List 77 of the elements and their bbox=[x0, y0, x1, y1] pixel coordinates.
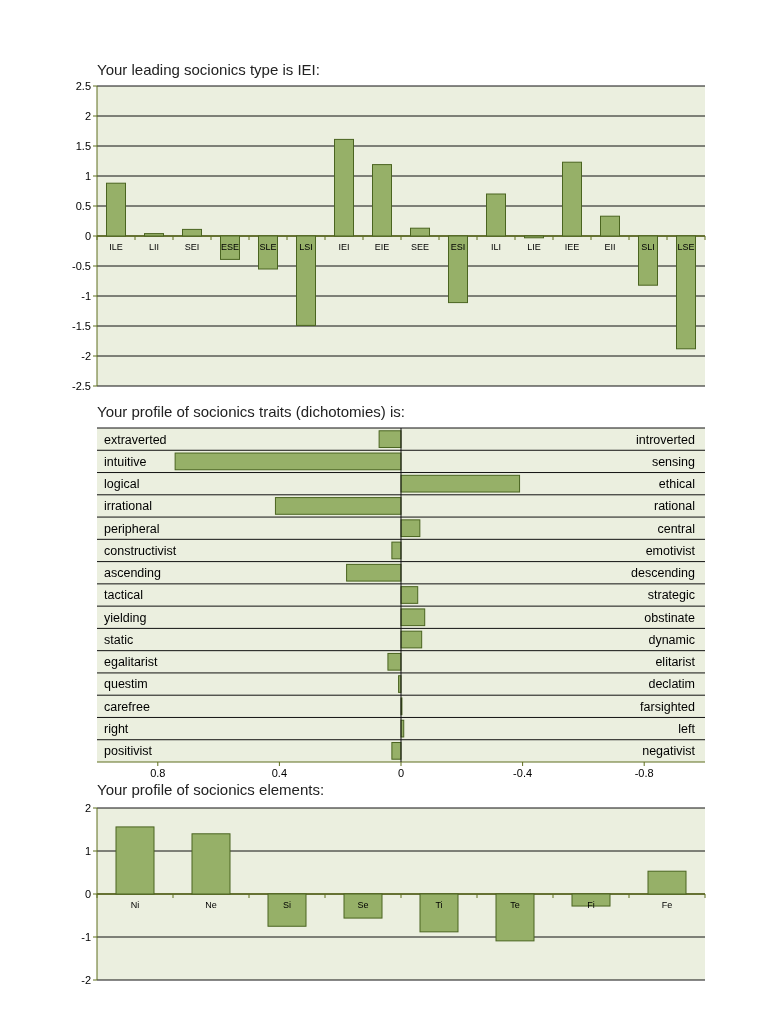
y2-tick-label: elitarist bbox=[655, 655, 696, 670]
y-tick-label: positivist bbox=[104, 744, 153, 759]
y-tick-label: ascending bbox=[104, 566, 162, 581]
x-tick-label: Ni bbox=[130, 900, 140, 910]
y-tick-label: static bbox=[104, 632, 134, 647]
y-tick-label: peripheral bbox=[104, 521, 160, 536]
y-tick-label: -2 bbox=[81, 349, 91, 362]
y2-tick-label: emotivist bbox=[645, 543, 696, 558]
y-tick-label: egalitarist bbox=[104, 655, 159, 670]
y-tick-label: -2.5 bbox=[72, 379, 91, 392]
x-tick-label: Fe bbox=[661, 900, 673, 910]
y2-tick-label: declatim bbox=[648, 677, 695, 692]
y-tick-label: yielding bbox=[104, 610, 147, 625]
chart-title: Your profile of socionics elements: bbox=[97, 781, 325, 798]
y-tick-label: tactical bbox=[104, 588, 143, 603]
x-tick-label: SLI bbox=[641, 242, 655, 252]
x-tick-label: Ne bbox=[205, 900, 217, 910]
y-tick-label: 0 bbox=[84, 229, 91, 242]
y-tick-label: 0.5 bbox=[75, 199, 91, 212]
y-tick-label: -1 bbox=[81, 930, 91, 943]
y2-tick-label: ethical bbox=[658, 477, 695, 492]
chart-title: Your leading socionics type is IEI: bbox=[97, 61, 320, 78]
y2-tick-label: descending bbox=[631, 566, 696, 581]
x-tick-label: SLE bbox=[259, 242, 277, 252]
x-tick-label: ILI bbox=[490, 242, 502, 252]
chart-title: Your profile of socionics traits (dichotomies) is: bbox=[97, 403, 405, 420]
x-tick-label: -0.8 bbox=[634, 767, 654, 779]
y2-tick-label: obstinate bbox=[644, 610, 696, 625]
y-tick-label: 2 bbox=[84, 801, 91, 814]
x-tick-label: IEI bbox=[338, 242, 350, 252]
x-tick-label: ESE bbox=[220, 242, 240, 252]
y-tick-label: 2 bbox=[84, 109, 91, 122]
y2-tick-label: negativist bbox=[642, 744, 696, 759]
x-tick-label: LIE bbox=[527, 242, 541, 252]
y2-tick-label: farsighted bbox=[640, 699, 696, 714]
y2-tick-label: left bbox=[678, 721, 696, 736]
y-tick-label: constructivist bbox=[104, 543, 177, 558]
y-tick-label: -0.5 bbox=[72, 259, 91, 272]
x-tick-label: EIE bbox=[374, 242, 390, 252]
x-tick-label: -0.4 bbox=[513, 767, 533, 779]
y-tick-label: 0 bbox=[84, 887, 91, 900]
y-tick-label: carefree bbox=[104, 699, 150, 714]
y-tick-label: logical bbox=[104, 477, 140, 492]
y-tick-label: right bbox=[104, 721, 129, 736]
x-tick-label: LSE bbox=[677, 242, 695, 252]
y-tick-label: questim bbox=[104, 677, 148, 692]
x-tick-label: IEE bbox=[564, 242, 580, 252]
y2-tick-label: rational bbox=[654, 499, 695, 514]
x-tick-label: Si bbox=[282, 900, 292, 910]
x-tick-label: LII bbox=[148, 242, 160, 252]
y-tick-label: -2 bbox=[81, 973, 91, 986]
y2-tick-label: sensing bbox=[651, 454, 696, 469]
x-tick-label: LSI bbox=[299, 242, 313, 252]
x-tick-label: EII bbox=[604, 242, 616, 252]
y-tick-label: 2.5 bbox=[75, 79, 91, 92]
y2-tick-label: dynamic bbox=[648, 632, 695, 647]
x-tick-label: SEI bbox=[184, 242, 200, 252]
x-tick-label: SEE bbox=[410, 242, 430, 252]
y-tick-label: 1.5 bbox=[75, 139, 91, 152]
y2-tick-label: central bbox=[657, 521, 695, 536]
y-tick-label: -1.5 bbox=[72, 319, 91, 332]
x-tick-label: ILE bbox=[109, 242, 123, 252]
x-tick-label: ESI bbox=[450, 242, 466, 252]
y-tick-label: 1 bbox=[84, 844, 91, 857]
y-tick-label: extraverted bbox=[104, 432, 167, 447]
x-tick-label: 0.4 bbox=[271, 767, 288, 779]
y-tick-label: 1 bbox=[84, 169, 91, 182]
y2-tick-label: introverted bbox=[635, 432, 696, 447]
x-tick-label: Te bbox=[510, 900, 520, 910]
y-tick-label: intuitive bbox=[104, 454, 147, 469]
x-tick-label: 0.8 bbox=[150, 767, 166, 779]
y2-tick-label: strategic bbox=[647, 588, 695, 603]
x-tick-label: 0 bbox=[397, 767, 405, 779]
x-tick-label: Ti bbox=[435, 900, 443, 910]
y-tick-label: -1 bbox=[81, 289, 91, 302]
y-tick-label: irrational bbox=[104, 499, 152, 514]
x-tick-label: Se bbox=[357, 900, 369, 910]
